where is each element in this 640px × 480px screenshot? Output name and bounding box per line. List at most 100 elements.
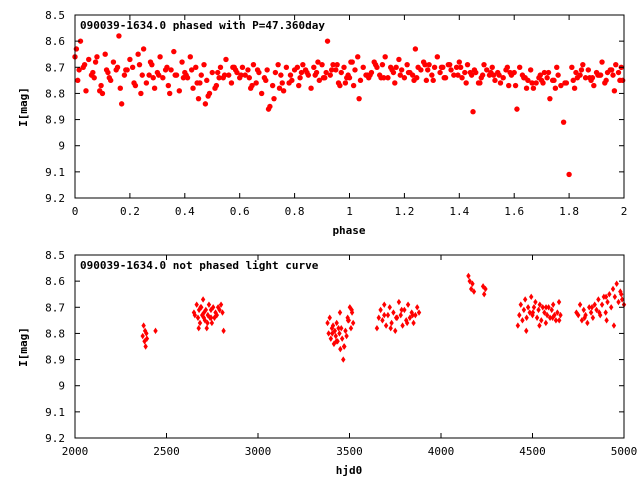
unphased-data-point xyxy=(607,291,612,298)
phased-data-point xyxy=(379,61,386,68)
unphased-data-point xyxy=(350,319,356,327)
unphased-data-point xyxy=(574,309,579,316)
phased-y-tick-label: 8.6 xyxy=(45,35,65,48)
unphased-data-point xyxy=(603,293,609,301)
phased-data-point xyxy=(468,72,475,78)
phased-x-tick-label: 1.6 xyxy=(504,205,524,218)
phased-data-point xyxy=(608,67,615,73)
unphased-data-point xyxy=(153,327,158,335)
unphased-x-tick-label: 4500 xyxy=(519,445,546,458)
unphased-data-point xyxy=(589,304,595,311)
phased-data-point xyxy=(481,61,487,68)
phased-data-point xyxy=(613,61,619,68)
unphased-data-point xyxy=(343,327,348,335)
phased-data-point xyxy=(140,46,147,52)
phased-data-point xyxy=(422,61,428,68)
phased-data-point xyxy=(204,77,210,84)
phased-data-point xyxy=(392,80,398,86)
unphased-y-ticks: 8.5 8.6 8.7 8.8 8.9 9 9.1 9.2 xyxy=(45,249,624,445)
unphased-data-point xyxy=(521,306,527,314)
phased-data-point xyxy=(562,80,568,86)
phased-data-point xyxy=(81,61,88,68)
unphased-data-point xyxy=(549,306,554,314)
phased-data-point xyxy=(471,67,478,73)
phased-data-point xyxy=(151,85,158,91)
phased-data-point xyxy=(157,54,163,60)
unphased-data-point xyxy=(550,314,555,321)
unphased-data-point xyxy=(416,309,422,316)
phased-data-point xyxy=(150,75,156,81)
unphased-data-point xyxy=(200,296,206,303)
phased-data-point xyxy=(521,75,527,81)
unphased-data-point xyxy=(334,338,339,345)
phased-data-point xyxy=(143,80,150,86)
unphased-data-point xyxy=(612,293,618,301)
unphased-data-point xyxy=(374,325,380,332)
unphased-data-point xyxy=(201,314,207,321)
phased-data-point xyxy=(308,85,314,91)
phased-data-point xyxy=(507,69,513,76)
phased-data-point xyxy=(165,82,172,89)
phased-data-point xyxy=(516,64,523,70)
phased-data-point xyxy=(311,64,317,70)
phased-data-point xyxy=(136,61,143,68)
unphased-data-point xyxy=(553,317,559,324)
phased-data-point xyxy=(202,101,209,107)
phased-data-point xyxy=(523,85,530,91)
unphased-data-point xyxy=(141,322,146,329)
phased-data-point xyxy=(94,54,100,60)
phased-y-tick-label: 8.7 xyxy=(45,61,65,74)
unphased-data-point xyxy=(196,325,201,332)
phased-data-point xyxy=(75,77,81,84)
phased-x-tick-label: 0.4 xyxy=(175,205,195,218)
phased-data-point xyxy=(263,77,269,84)
phased-x-tick-label: 1.2 xyxy=(394,205,414,218)
phased-data-point xyxy=(118,101,125,107)
phased-data-point xyxy=(167,90,173,97)
phased-data-point xyxy=(506,82,512,89)
phased-data-point xyxy=(560,119,567,125)
phased-data-point xyxy=(217,64,224,70)
phased-data-point xyxy=(327,72,333,78)
unphased-data-point xyxy=(339,335,345,342)
phased-data-point xyxy=(459,75,465,81)
phased-data-point xyxy=(228,80,235,86)
phased-data-point xyxy=(147,59,154,65)
phased-data-point xyxy=(558,82,564,89)
phased-data-point xyxy=(249,82,255,89)
unphased-data-point xyxy=(337,309,343,316)
unphased-y-tick-label: 9 xyxy=(58,380,65,393)
phased-data-point xyxy=(425,67,431,73)
phased-data-point xyxy=(265,106,272,112)
phased-data-point xyxy=(470,109,476,115)
phased-data-point xyxy=(179,59,185,65)
phased-data-point xyxy=(86,56,92,63)
unphased-data-point xyxy=(597,309,602,316)
phased-data-point xyxy=(457,64,464,70)
phased-data-point xyxy=(276,85,283,91)
unphased-data-point xyxy=(470,280,475,287)
unphased-data-point xyxy=(608,304,614,311)
phased-data-point xyxy=(430,77,436,84)
phased-data-point xyxy=(333,67,339,73)
unphased-data-point xyxy=(539,317,544,324)
phased-data-point xyxy=(599,59,605,65)
unphased-data-point xyxy=(468,285,474,293)
phased-data-point xyxy=(437,69,443,76)
unphased-data-point xyxy=(341,356,346,363)
unphased-data-point xyxy=(466,272,471,280)
unphased-data-point xyxy=(537,322,542,329)
phased-data-point xyxy=(264,67,270,73)
unphased-data-point xyxy=(391,309,396,316)
phased-data-point xyxy=(216,75,222,81)
phased-data-point xyxy=(188,67,195,73)
phased-data-point xyxy=(91,75,97,81)
phased-data-point xyxy=(547,95,553,102)
phased-data-point xyxy=(585,67,592,73)
phased-data-point xyxy=(73,46,80,52)
phased-data-point xyxy=(114,64,121,70)
phased-y-tick-label: 9 xyxy=(58,140,65,153)
unphased-data-point xyxy=(328,335,334,342)
phased-data-point xyxy=(238,72,244,78)
phased-data-point xyxy=(541,69,548,76)
